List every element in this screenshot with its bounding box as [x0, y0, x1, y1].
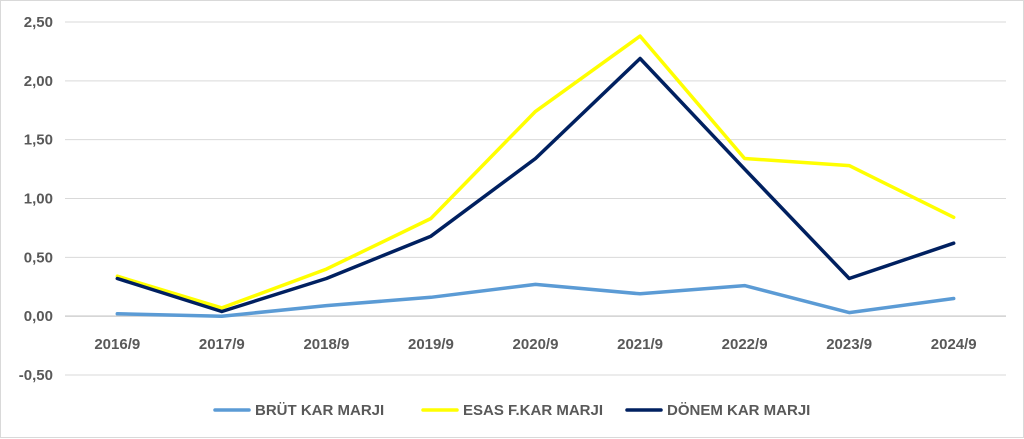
x-tick-label: 2019/9	[408, 336, 454, 353]
legend-label: ESAS F.KAR MARJI	[463, 402, 603, 419]
x-tick-label: 2024/9	[931, 336, 977, 353]
legend-label: BRÜT KAR MARJI	[255, 402, 384, 419]
y-tick-label: 1,00	[24, 191, 53, 208]
y-tick-label: 2,50	[24, 14, 53, 31]
legend-item: DÖNEM KAR MARJI	[625, 402, 810, 419]
y-tick-label: 0,00	[24, 308, 53, 325]
x-tick-label: 2022/9	[722, 336, 768, 353]
series-line-1	[115, 282, 956, 318]
series-line-3	[115, 56, 956, 314]
legend-label: DÖNEM KAR MARJI	[667, 402, 810, 419]
y-tick-label: -0,50	[19, 367, 53, 384]
x-tick-label: 2017/9	[199, 336, 245, 353]
x-axis-ticks: 2016/9 2017/9 2018/9 2019/9 2020/9 2021/9 2022…	[94, 336, 976, 353]
x-tick-label: 2020/9	[513, 336, 559, 353]
y-tick-label: 1,50	[24, 132, 53, 149]
legend-item: BRÜT KAR MARJI	[213, 402, 384, 419]
x-tick-label: 2021/9	[617, 336, 663, 353]
y-tick-label: 0,50	[24, 249, 53, 266]
y-axis-ticks: 2,50 2,00 1,50 1,00 0,50 0,00 -0,50	[19, 14, 53, 384]
x-tick-label: 2016/9	[94, 336, 140, 353]
gridlines	[65, 21, 1006, 376]
y-tick-label: 2,00	[24, 73, 53, 90]
legend: BRÜT KAR MARJI ESAS F.KAR MARJI DÖNEM KAR …	[213, 402, 810, 419]
legend-item: ESAS F.KAR MARJI	[421, 402, 603, 419]
x-tick-label: 2023/9	[826, 336, 872, 353]
series-lines	[115, 34, 956, 318]
x-tick-label: 2018/9	[303, 336, 349, 353]
series-line-2	[115, 34, 956, 310]
